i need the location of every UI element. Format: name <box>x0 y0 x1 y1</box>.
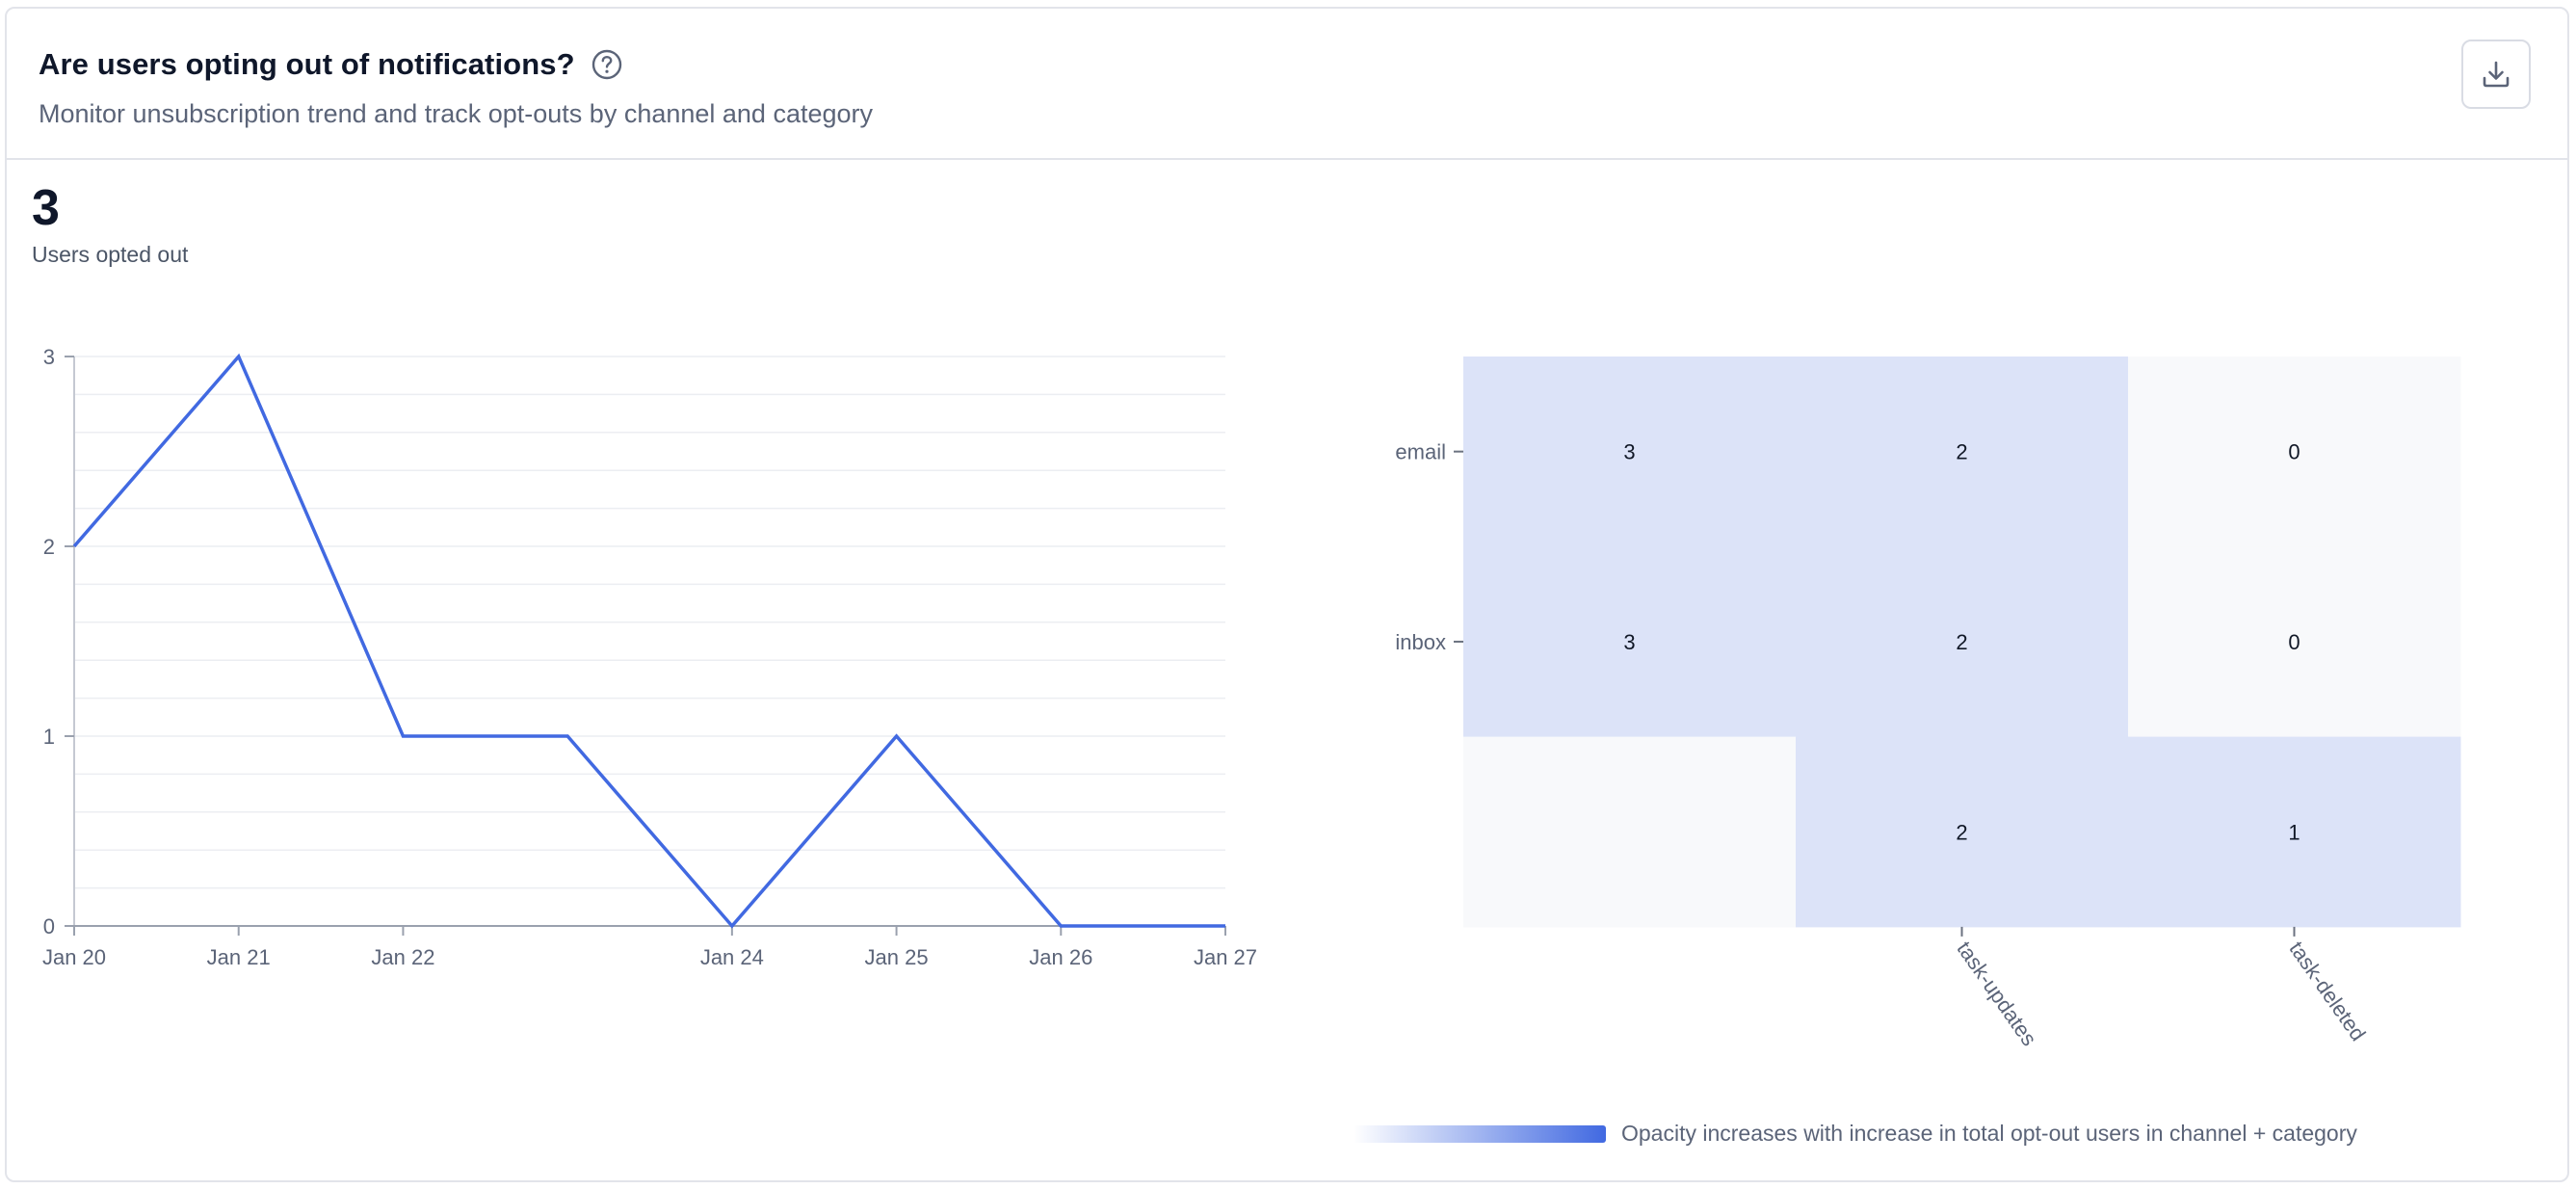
heatmap-cell <box>2128 546 2461 738</box>
title-row: Are users opting out of notifications? <box>39 47 623 82</box>
row-label: email <box>1395 440 1446 464</box>
heatmap-cell-value: 2 <box>1956 630 1967 654</box>
column-label: task-deleted <box>2284 937 2370 1045</box>
opt-out-heatmap: 3 2 0 3 2 0 2 1 email inbox task-updates task-delet… <box>1395 357 2461 1050</box>
heatmap-legend: Opacity increases with increase in total… <box>1354 1121 2357 1147</box>
heatmap-cell-value: 1 <box>2288 820 2300 844</box>
heatmap-cell <box>1796 357 2129 547</box>
heatmap-cell-value: 2 <box>1956 440 1967 464</box>
heatmap-cell-value: 0 <box>2288 440 2300 464</box>
y-tick-label: 0 <box>43 914 55 938</box>
card-subtitle: Monitor unsubscription trend and track o… <box>39 99 874 128</box>
heatmap-cell <box>1463 736 1797 928</box>
download-icon <box>2483 61 2510 88</box>
heatmap-cell <box>2128 736 2461 928</box>
card-header: Are users opting out of notifications? M… <box>7 9 2567 160</box>
row-label: inbox <box>1395 630 1446 654</box>
heatmap-cell-value: 0 <box>2288 630 2300 654</box>
series-line <box>72 353 1225 929</box>
y-tick-label: 2 <box>43 535 55 559</box>
heatmap-cell-value: 2 <box>1956 820 1967 844</box>
heatmap-cell <box>1463 357 1797 547</box>
heatmap-cell <box>1796 546 2129 738</box>
heatmap-cell <box>1463 546 1797 738</box>
card-title: Are users opting out of notifications? <box>39 47 575 81</box>
opt-out-line-chart: 0 1 2 3 Jan 20 Jan 21 Jan 22 Jan 24 Jan 25 Jan 26… <box>42 345 1257 969</box>
heatmap-cell <box>1796 736 2129 928</box>
legend-gradient-bar <box>1354 1124 1606 1143</box>
download-button[interactable] <box>2461 40 2531 109</box>
x-tick-label: Jan 24 <box>700 945 764 969</box>
heatmap-cell-value: 3 <box>1623 440 1635 464</box>
y-tick-label: 3 <box>43 345 55 369</box>
x-tick-label: Jan 26 <box>1029 945 1092 969</box>
metric-value: 3 <box>32 180 60 236</box>
column-label: task-updates <box>1952 937 2041 1050</box>
x-tick-label: Jan 27 <box>1194 945 1257 969</box>
x-tick-label: Jan 21 <box>207 945 271 969</box>
x-tick-label: Jan 25 <box>865 945 929 969</box>
metric-label: Users opted out <box>32 242 189 267</box>
x-tick-label: Jan 20 <box>42 945 106 969</box>
x-tick-label: Jan 22 <box>371 945 434 969</box>
legend-text: Opacity increases with increase in total… <box>1621 1121 2357 1146</box>
heatmap-cell-value: 3 <box>1623 630 1635 654</box>
y-tick-label: 1 <box>43 725 55 749</box>
heatmap-cell <box>2128 357 2461 547</box>
question-circle-icon[interactable] <box>591 48 623 81</box>
